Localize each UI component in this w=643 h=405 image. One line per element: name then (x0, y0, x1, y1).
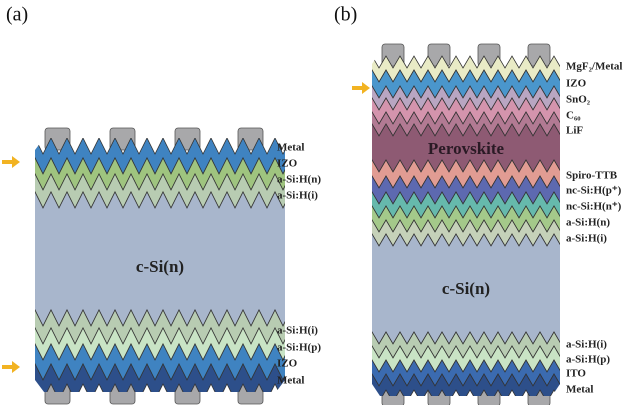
layer-label: a-Si:H(n) (566, 217, 610, 229)
layer-label: LiF (566, 125, 583, 137)
layer-label: C₆₀ (566, 110, 581, 122)
layer-label: nc-Si:H(n⁺) (566, 201, 622, 213)
layer-label: Metal (566, 384, 593, 396)
layer-label: MgF₂/Metal (566, 61, 622, 73)
center-label: c-Si(n) (136, 257, 184, 276)
layer-label: IZO (277, 358, 298, 370)
panel-label: (a) (6, 4, 28, 26)
layer-label: IZO (277, 158, 298, 170)
layer-label: a-Si:H(i) (277, 325, 318, 337)
layer-label: a-Si:H(n) (277, 174, 321, 186)
layers (358, 56, 568, 402)
center-label: Perovskite (428, 139, 505, 158)
figure: (a) (b) c-Si(n) Perovskite c-Si(n) Metal… (0, 0, 643, 405)
layer-label: Metal (277, 375, 304, 387)
layer-label: a-Si:H(p) (566, 354, 610, 366)
panel-label: (b) (334, 4, 357, 26)
layer-label: SnO₂ (566, 94, 591, 106)
layer-label: a-Si:H(i) (566, 339, 607, 351)
center-label: c-Si(n) (442, 279, 490, 298)
layer-label: Metal (277, 142, 304, 154)
layer-label: ITO (566, 368, 586, 380)
layer-label: a-Si:H(i) (277, 190, 318, 202)
layer-label: a-Si:H(i) (566, 233, 607, 245)
layer-label: a-Si:H(p) (277, 342, 321, 354)
layer-label: Spiro-TTB (566, 170, 618, 182)
panel-b-labels: MgF₂/Metal IZO SnO₂ C₆₀ LiF Spiro-TTB nc-Si:H(… (566, 61, 622, 396)
layer-label: nc-Si:H(p⁺) (566, 185, 622, 197)
panel-b-stack (358, 44, 568, 405)
layer-label: IZO (566, 78, 587, 90)
